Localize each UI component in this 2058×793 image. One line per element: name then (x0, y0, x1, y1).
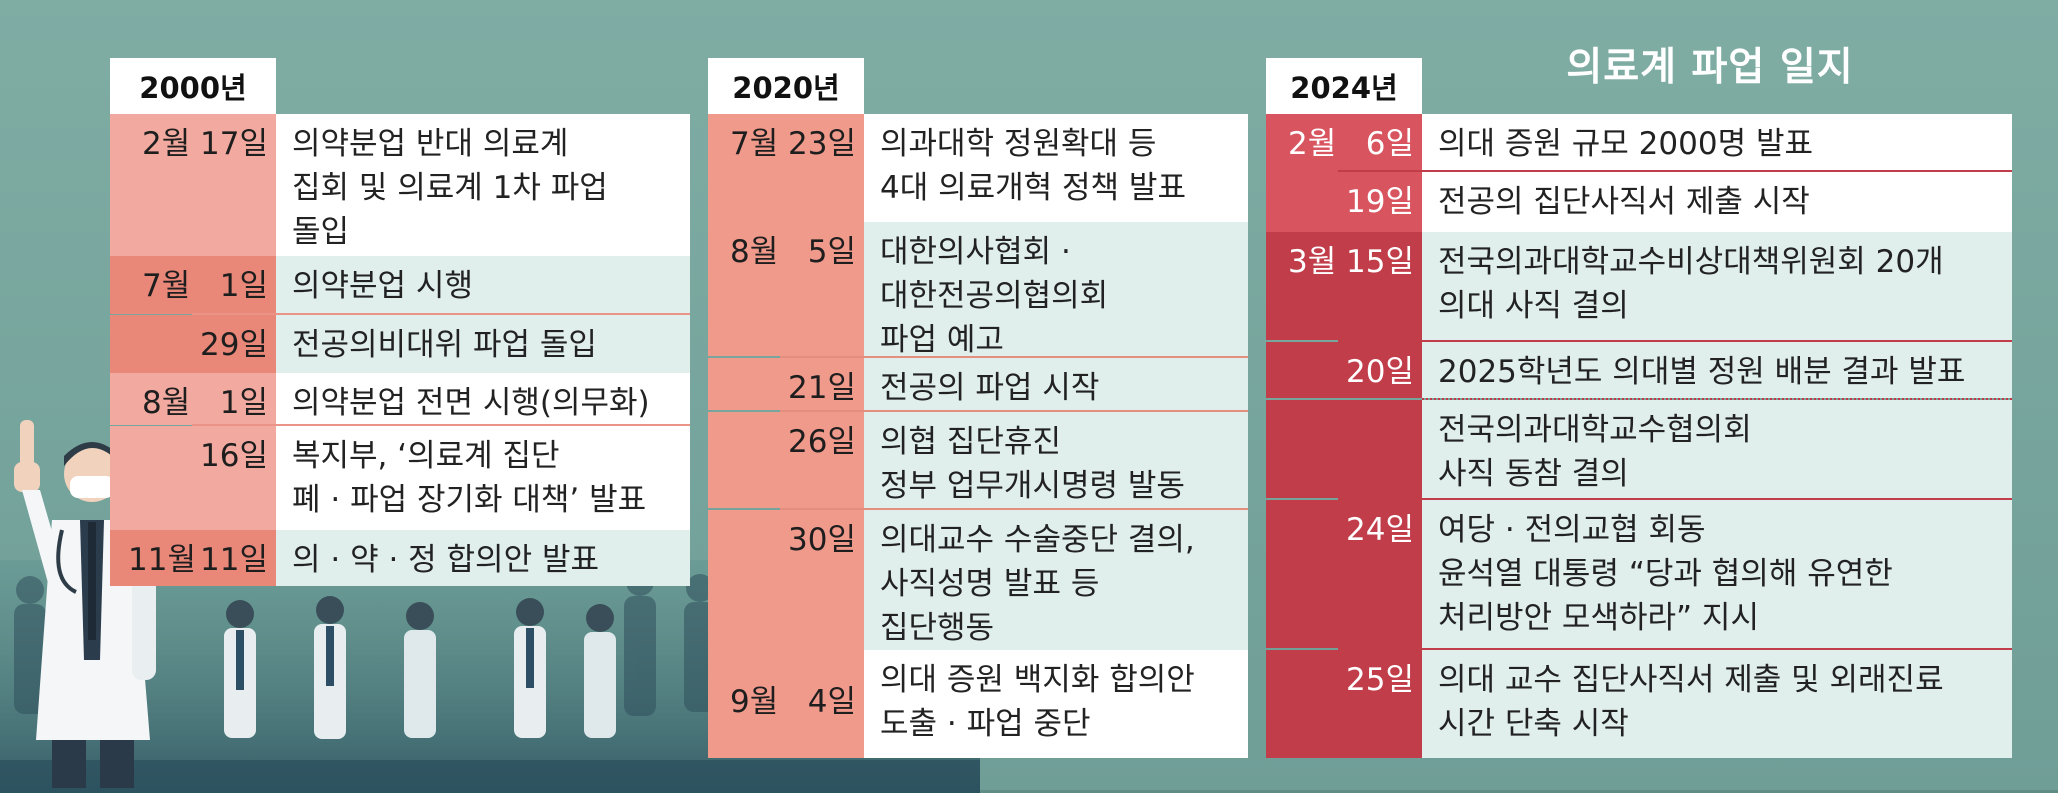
timeline-entry: 7월 1일 의약분업 시행 (110, 256, 690, 314)
entry-day: 5일 (807, 234, 856, 270)
entry-divider (780, 508, 1248, 510)
timeline-entry: 11월 11일 의 · 약 · 정 합의안 발표 (110, 530, 690, 586)
entry-text: 전국의과대학교수비상대책위원회 20개 의대 사직 결의 (1422, 232, 2012, 340)
entry-month: 3월 (1288, 244, 1337, 280)
entry-text: 전공의 파업 시작 (864, 358, 1248, 410)
entry-day: 16일 (200, 438, 268, 474)
entry-text: 의약분업 반대 의료계 집회 및 의료계 1차 파업 돌입 (276, 114, 690, 256)
entry-divider (1338, 340, 2012, 342)
year-tab: 2000년 (110, 58, 276, 114)
entry-text: 전국의과대학교수협의회 사직 동참 결의 (1422, 400, 2012, 498)
year-tab: 2020년 (708, 58, 864, 114)
entry-day: 26일 (788, 424, 856, 460)
entry-month: 7월 (142, 268, 191, 304)
entry-day: 4일 (807, 684, 856, 720)
entry-day: 6일 (1365, 126, 1414, 162)
entry-text: 의과대학 정원확대 등 4대 의료개혁 정책 발표 (864, 114, 1248, 222)
entry-month: 2월 (1288, 126, 1337, 162)
entry-text: 의대 교수 집단사직서 제출 및 외래진료 시간 단축 시작 (1422, 650, 2012, 758)
entry-day: 21일 (788, 370, 856, 406)
entry-text: 의약분업 전면 시행(의무화) (276, 373, 690, 425)
timeline-entry: 19일 전공의 집단사직서 제출 시작 (1266, 172, 2012, 232)
timeline-entry: 3월 15일 전국의과대학교수비상대책위원회 20개 의대 사직 결의 (1266, 232, 2012, 340)
entry-day: 20일 (1346, 354, 1414, 390)
timeline-entry: 29일 전공의비대위 파업 돌입 (110, 315, 690, 373)
entry-day: 24일 (1346, 512, 1414, 548)
entry-month: 9월 (730, 684, 779, 720)
entry-text: 의대교수 수술중단 결의, 사직성명 발표 등 집단행동 (864, 510, 1248, 650)
timeline-entry: 16일 복지부, ‘의료계 집단 폐 · 파업 장기화 대책’ 발표 (110, 426, 690, 530)
entry-text: 의대 증원 백지화 합의안 도출 · 파업 중단 (864, 650, 1248, 758)
timeline-entry: 24일 여당 · 전의교협 회동 윤석열 대통령 “당과 협의해 유연한 처리방… (1266, 500, 2012, 648)
entry-text: 의약분업 시행 (276, 256, 690, 314)
entry-day: 1일 (219, 268, 268, 304)
entry-text: 의 · 약 · 정 합의안 발표 (276, 530, 690, 586)
entry-day: 15일 (1346, 244, 1414, 280)
entry-text: 전공의비대위 파업 돌입 (276, 315, 690, 373)
entry-divider (1338, 170, 2012, 172)
timeline-entry: 21일 전공의 파업 시작 (708, 358, 1248, 410)
timeline-entry: 30일 의대교수 수술중단 결의, 사직성명 발표 등 집단행동 (708, 510, 1248, 650)
entry-text: 전공의 집단사직서 제출 시작 (1422, 172, 2012, 232)
timeline-entry: 7월 23일 의과대학 정원확대 등 4대 의료개혁 정책 발표 (708, 114, 1248, 222)
entry-text: 의대 증원 규모 2000명 발표 (1422, 114, 2012, 172)
entry-day: 29일 (200, 327, 268, 363)
entry-day: 1일 (219, 385, 268, 421)
timeline-entry: 25일 의대 교수 집단사직서 제출 및 외래진료 시간 단축 시작 (1266, 650, 2012, 758)
year-tab: 2024년 (1266, 58, 1422, 114)
entry-text: 대한의사협회 · 대한전공의협의회 파업 예고 (864, 222, 1248, 358)
entry-day: 30일 (788, 522, 856, 558)
timeline-entry: 8월 1일 의약분업 전면 시행(의무화) (110, 373, 690, 425)
entry-text: 여당 · 전의교협 회동 윤석열 대통령 “당과 협의해 유연한 처리방안 모색… (1422, 500, 2012, 648)
entry-divider (192, 313, 690, 315)
entry-text: 의협 집단휴진 정부 업무개시명령 발동 (864, 412, 1248, 508)
entry-text: 2025학년도 의대별 정원 배분 결과 발표 (1422, 342, 2012, 398)
timeline-entry: 20일 2025학년도 의대별 정원 배분 결과 발표 (1266, 342, 2012, 398)
timeline-entry: 9월 4일 의대 증원 백지화 합의안 도출 · 파업 중단 (708, 650, 1248, 758)
page-title: 의료계 파업 일지 (1566, 45, 1854, 90)
entry-day: 25일 (1346, 662, 1414, 698)
timeline-entry: 전국의과대학교수협의회 사직 동참 결의 (1266, 400, 2012, 498)
entry-text: 복지부, ‘의료계 집단 폐 · 파업 장기화 대책’ 발표 (276, 426, 690, 530)
entry-month: 11월 (128, 542, 196, 578)
entry-month: 8월 (142, 385, 191, 421)
timeline-entry: 8월 5일 대한의사협회 · 대한전공의협의회 파업 예고 (708, 222, 1248, 358)
entry-divider (1338, 648, 2012, 650)
entry-month: 8월 (730, 234, 779, 270)
entry-divider (1338, 498, 2012, 500)
entry-day: 19일 (1346, 184, 1414, 220)
entry-divider (780, 356, 1248, 358)
entry-divider-dotted (1422, 398, 2012, 400)
entry-divider (780, 410, 1248, 412)
entry-day: 17일 (200, 126, 268, 162)
entry-divider (192, 424, 690, 426)
timeline-entry: 2월 17일 의약분업 반대 의료계 집회 및 의료계 1차 파업 돌입 (110, 114, 690, 256)
entry-day: 23일 (788, 126, 856, 162)
entry-day: 11일 (200, 542, 268, 578)
entry-month: 7월 (730, 126, 779, 162)
timeline-entry: 26일 의협 집단휴진 정부 업무개시명령 발동 (708, 412, 1248, 508)
timeline-entry: 2월 6일 의대 증원 규모 2000명 발표 (1266, 114, 2012, 172)
entry-month: 2월 (142, 126, 191, 162)
